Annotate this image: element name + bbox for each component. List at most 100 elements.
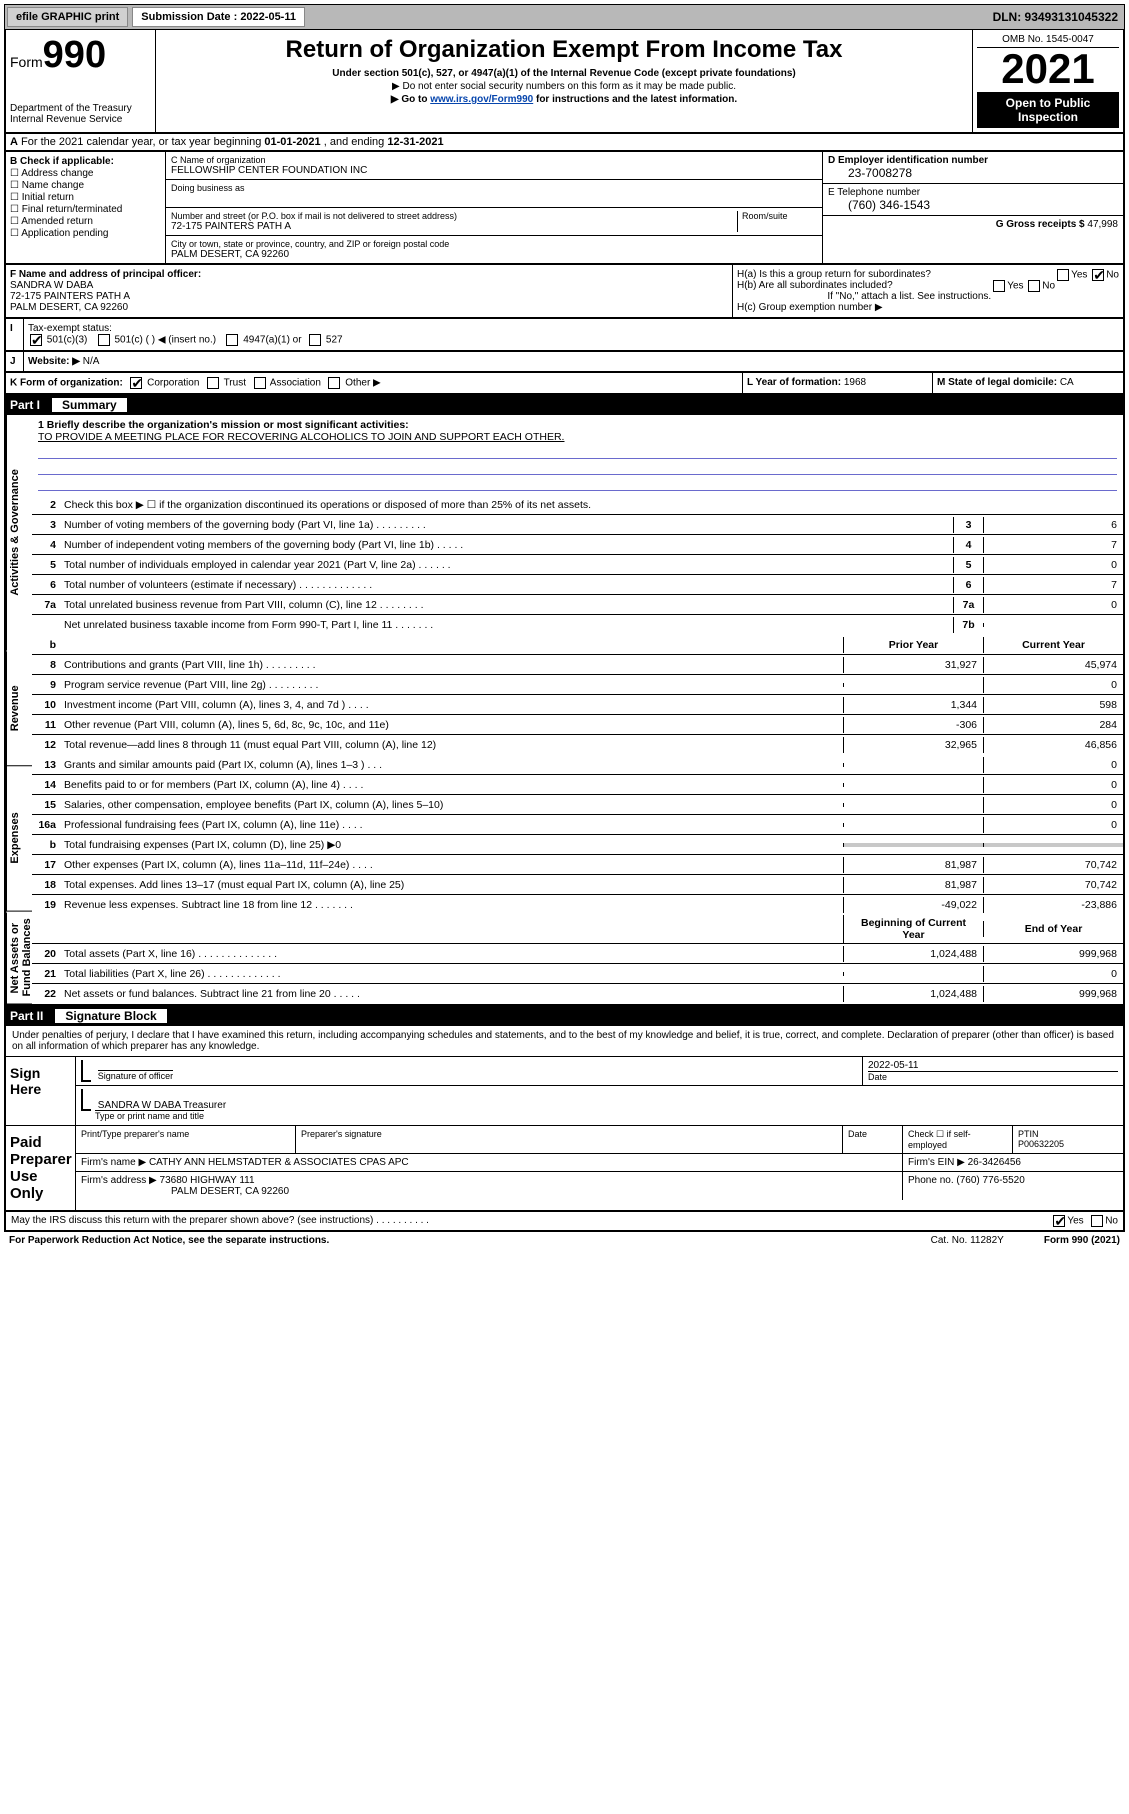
mission-line [38, 477, 1117, 491]
telephone-value: (760) 346-1543 [828, 198, 1118, 212]
line-num: b [32, 837, 60, 853]
pp-name-cell[interactable]: Print/Type preparer's name [76, 1126, 296, 1153]
c-hint: C Name of organization [171, 155, 817, 165]
hb-yes-checkbox[interactable] [993, 280, 1005, 292]
line-value [983, 623, 1123, 627]
summary-row: 22 Net assets or fund balances. Subtract… [32, 984, 1123, 1004]
check-label: Amended return [21, 216, 93, 227]
k-other-checkbox[interactable] [328, 377, 340, 389]
discuss-yes-checkbox[interactable] [1053, 1215, 1065, 1227]
prior-year-value: 32,965 [843, 737, 983, 753]
header-mid: Return of Organization Exempt From Incom… [156, 30, 973, 132]
ptin-value: P00632205 [1018, 1139, 1064, 1149]
l-label: L Year of formation: [747, 377, 841, 388]
check-amended-return[interactable]: ☐ Amended return [10, 216, 161, 227]
k-assoc-checkbox[interactable] [254, 377, 266, 389]
check-application-pending[interactable]: ☐ Application pending [10, 228, 161, 239]
header-right: OMB No. 1545-0047 2021 Open to Public In… [973, 30, 1123, 132]
form-word: Form [10, 54, 43, 70]
k-other: Other ▶ [345, 378, 380, 389]
summary-row: 9 Program service revenue (Part VIII, li… [32, 675, 1123, 695]
sub3-pre: ▶ Go to [391, 94, 430, 105]
pp-date-cell[interactable]: Date [843, 1126, 903, 1153]
k-trust-checkbox[interactable] [207, 377, 219, 389]
line-desc: Grants and similar amounts paid (Part IX… [60, 757, 843, 773]
officer-signature-cell[interactable]: Signature of officer [76, 1057, 863, 1085]
ptin-cell: PTIN P00632205 [1013, 1126, 1123, 1153]
summary-row: 14 Benefits paid to or for members (Part… [32, 775, 1123, 795]
pp-sig-cell[interactable]: Preparer's signature [296, 1126, 843, 1153]
pp-selfemployed-cell[interactable]: Check ☐ if self-employed [903, 1126, 1013, 1153]
ha-yes-label: Yes [1071, 270, 1087, 281]
prior-year-hdr: Prior Year [843, 637, 983, 653]
irs-discuss-q: May the IRS discuss this return with the… [11, 1215, 1051, 1227]
tax-status-4947-checkbox[interactable] [226, 334, 238, 346]
current-year-value: 46,856 [983, 737, 1123, 753]
line-num: 16a [32, 817, 60, 833]
part1-header: Part I Summary [4, 395, 1125, 415]
city-hint: City or town, state or province, country… [171, 239, 817, 249]
opt-501c: 501(c) ( ) ◀ (insert no.) [114, 335, 216, 346]
phone-value: (760) 776-5520 [956, 1175, 1024, 1186]
line-num: 18 [32, 877, 60, 893]
prior-year-value: 81,987 [843, 857, 983, 873]
line-desc: Other revenue (Part VIII, column (A), li… [60, 717, 843, 733]
line-desc: Net assets or fund balances. Subtract li… [60, 986, 843, 1002]
hb-no-checkbox[interactable] [1028, 280, 1040, 292]
ha-no-checkbox[interactable] [1092, 269, 1104, 281]
line-value: 0 [983, 557, 1123, 573]
mission-line [38, 445, 1117, 459]
q1-label: 1 Briefly describe the organization's mi… [38, 419, 409, 431]
ha-no-label: No [1106, 270, 1119, 281]
current-year-hdr: Current Year [983, 637, 1123, 653]
form990-link[interactable]: www.irs.gov/Form990 [430, 94, 533, 105]
hb-yes-label: Yes [1007, 281, 1023, 292]
line-desc: Number of independent voting members of … [60, 537, 953, 553]
prior-year-value: -306 [843, 717, 983, 733]
part2-header: Part II Signature Block [4, 1006, 1125, 1026]
section-d-e-g: D Employer identification number 23-7008… [823, 152, 1123, 263]
k-corp-checkbox[interactable] [130, 377, 142, 389]
check-initial-return[interactable]: ☐ Initial return [10, 192, 161, 203]
dept-treasury: Department of the Treasury [10, 103, 151, 114]
discuss-no-checkbox[interactable] [1091, 1215, 1103, 1227]
irs-label: Internal Revenue Service [10, 114, 151, 125]
firm-addr1: 73680 HIGHWAY 111 [160, 1175, 255, 1186]
line-num: 5 [32, 557, 60, 573]
ein-value: 23-7008278 [828, 166, 1118, 180]
part1-title: Summary [52, 398, 127, 412]
part1-label: Part I [10, 398, 54, 412]
opt-4947: 4947(a)(1) or [243, 335, 301, 346]
line-num: 10 [32, 697, 60, 713]
line-num: 21 [32, 966, 60, 982]
header-left: Form990 Department of the Treasury Inter… [6, 30, 156, 132]
check-address-change[interactable]: ☐ Address change [10, 168, 161, 179]
tax-status-501c3-checkbox[interactable] [30, 334, 42, 346]
line-value: 7 [983, 577, 1123, 593]
sidetabs: Activities & Governance Revenue Expenses… [6, 415, 32, 1004]
m-label: M State of legal domicile: [937, 377, 1057, 388]
summary-row: 15 Salaries, other compensation, employe… [32, 795, 1123, 815]
city-state-zip: PALM DESERT, CA 92260 [171, 249, 817, 260]
col-header-row: b Prior Year Current Year [32, 635, 1123, 655]
check-final-return[interactable]: ☐ Final return/terminated [10, 204, 161, 215]
tax-status-527-checkbox[interactable] [309, 334, 321, 346]
current-year-value: 999,968 [983, 986, 1123, 1002]
submission-date-box: Submission Date : 2022-05-11 [132, 7, 305, 27]
tax-status-501c-checkbox[interactable] [98, 334, 110, 346]
efile-graphic-print-button[interactable]: efile GRAPHIC print [7, 7, 128, 27]
summary-row: 4 Number of independent voting members o… [32, 535, 1123, 555]
hc-label: H(c) Group exemption number ▶ [737, 302, 1119, 313]
current-year-value: 0 [983, 677, 1123, 693]
firm-ein-cell: Firm's EIN ▶ 26-3426456 [903, 1154, 1123, 1171]
opt-501c3: 501(c)(3) [47, 335, 88, 346]
prior-year-value: 1,024,488 [843, 946, 983, 962]
summary-row: 3 Number of voting members of the govern… [32, 515, 1123, 535]
firm-phone-cell: Phone no. (760) 776-5520 [903, 1172, 1123, 1200]
check-name-change[interactable]: ☐ Name change [10, 180, 161, 191]
ha-yes-checkbox[interactable] [1057, 269, 1069, 281]
dln-label: DLN: 93493131045322 [993, 10, 1124, 24]
row-f-h: F Name and address of principal officer:… [4, 265, 1125, 319]
current-year-value: 0 [983, 817, 1123, 833]
entity-box: B Check if applicable: ☐ Address change … [4, 152, 1125, 265]
